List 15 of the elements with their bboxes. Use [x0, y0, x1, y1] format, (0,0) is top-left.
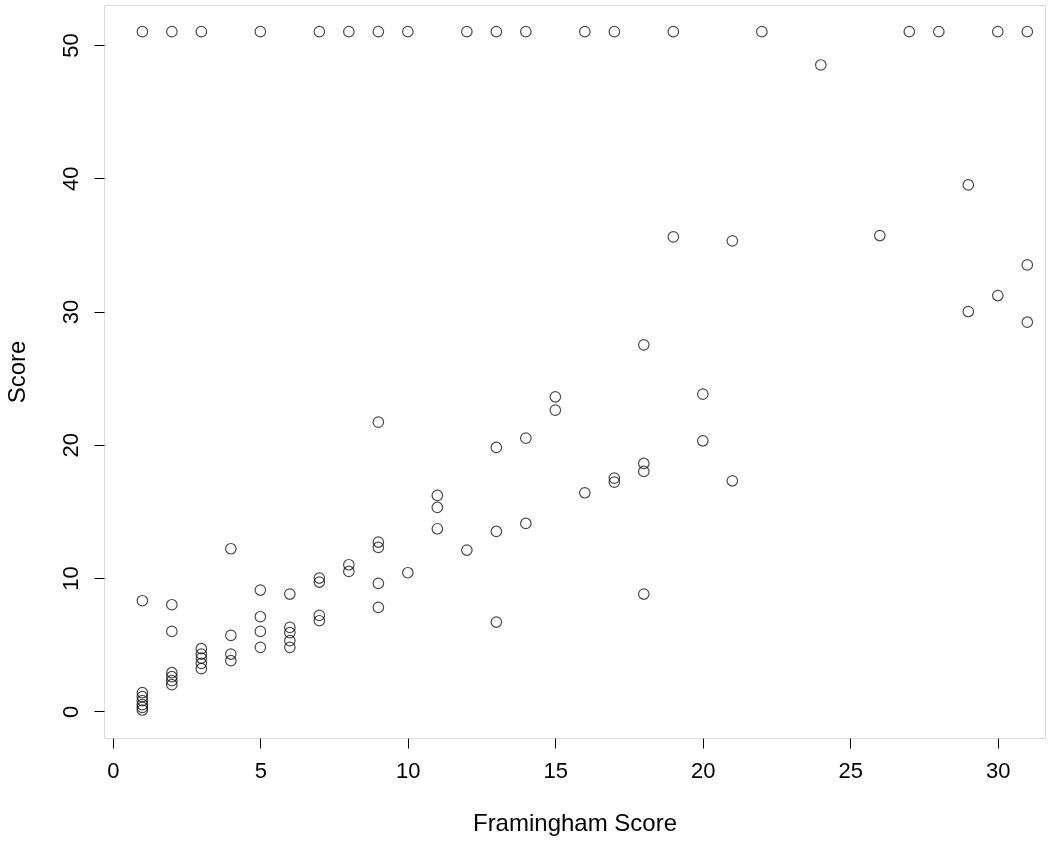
x-axis-title: Framingham Score — [472, 808, 678, 836]
y-axis-title: Score — [2, 340, 30, 404]
y-tick-label: 30 — [57, 299, 83, 325]
y-tick-label: 40 — [57, 166, 83, 191]
x-tick-label: 30 — [986, 757, 1011, 783]
x-tick-label: 5 — [254, 757, 267, 783]
x-tick-label: 0 — [107, 757, 120, 783]
x-tick-label: 25 — [838, 757, 864, 783]
x-tick-label: 10 — [396, 757, 421, 783]
y-tick-label: 20 — [57, 433, 83, 458]
y-tick-label: 10 — [57, 566, 83, 591]
x-tick-label: 20 — [691, 757, 716, 783]
x-tick-label: 15 — [543, 757, 569, 783]
y-tick-label: 0 — [57, 705, 83, 718]
y-tick-label: 50 — [57, 33, 83, 58]
